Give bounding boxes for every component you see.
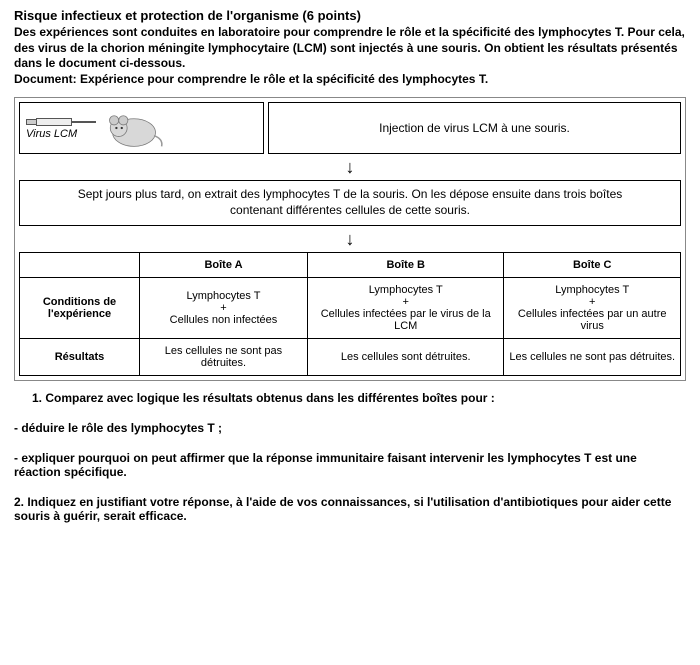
table-row: Résultats Les cellules ne sont pas détru… bbox=[20, 338, 681, 375]
question-1-lead: 1. Comparez avec logique les résultats o… bbox=[14, 391, 686, 405]
cell-conditions-c: Lymphocytes T + Cellules infectées par u… bbox=[504, 277, 681, 338]
intro-text: Des expériences sont conduites en labora… bbox=[14, 25, 686, 87]
step1-row: Virus LCM Injection de virus LCM à une s… bbox=[19, 102, 681, 154]
intro-line1: Des expériences sont conduites en labora… bbox=[14, 25, 685, 70]
arrow-1: ↓ bbox=[19, 154, 681, 180]
step1-text: Injection de virus LCM à une souris. bbox=[268, 102, 681, 154]
results-table: Boîte A Boîte B Boîte C Conditions de l'… bbox=[19, 252, 681, 376]
question-1b: - expliquer pourquoi on peut affirmer qu… bbox=[14, 451, 686, 479]
arrow-down-icon: ↓ bbox=[346, 230, 355, 248]
question-1a: - déduire le rôle des lymphocytes T ; bbox=[14, 421, 686, 435]
experiment-diagram: Virus LCM Injection de virus LCM à une s… bbox=[14, 97, 686, 380]
table-header-row: Boîte A Boîte B Boîte C bbox=[20, 252, 681, 277]
arrow-down-icon: ↓ bbox=[346, 158, 355, 176]
page-title: Risque infectieux et protection de l'org… bbox=[14, 8, 686, 23]
row-results-label: Résultats bbox=[20, 338, 140, 375]
table-header-a: Boîte A bbox=[140, 252, 308, 277]
table-header-b: Boîte B bbox=[307, 252, 503, 277]
syringe-block: Virus LCM bbox=[26, 116, 96, 140]
cell-conditions-b: Lymphocytes T + Cellules infectées par l… bbox=[307, 277, 503, 338]
cell-results-a: Les cellules ne sont pas détruites. bbox=[140, 338, 308, 375]
intro-line2: Document: Expérience pour comprendre le … bbox=[14, 72, 488, 86]
row-conditions-label: Conditions de l'expérience bbox=[20, 277, 140, 338]
step1-illustration: Virus LCM bbox=[19, 102, 264, 154]
cell-conditions-a: Lymphocytes T + Cellules non infectées bbox=[140, 277, 308, 338]
syringe-label: Virus LCM bbox=[26, 128, 96, 140]
cell-results-b: Les cellules sont détruites. bbox=[307, 338, 503, 375]
arrow-2: ↓ bbox=[19, 226, 681, 252]
step2-text: Sept jours plus tard, on extrait des lym… bbox=[19, 180, 681, 225]
cell-results-c: Les cellules ne sont pas détruites. bbox=[504, 338, 681, 375]
mouse-icon bbox=[100, 105, 165, 151]
table-header-c: Boîte C bbox=[504, 252, 681, 277]
table-header-blank bbox=[20, 252, 140, 277]
table-row: Conditions de l'expérience Lymphocytes T… bbox=[20, 277, 681, 338]
syringe-icon bbox=[26, 116, 96, 128]
question-2: 2. Indiquez en justifiant votre réponse,… bbox=[14, 495, 686, 523]
